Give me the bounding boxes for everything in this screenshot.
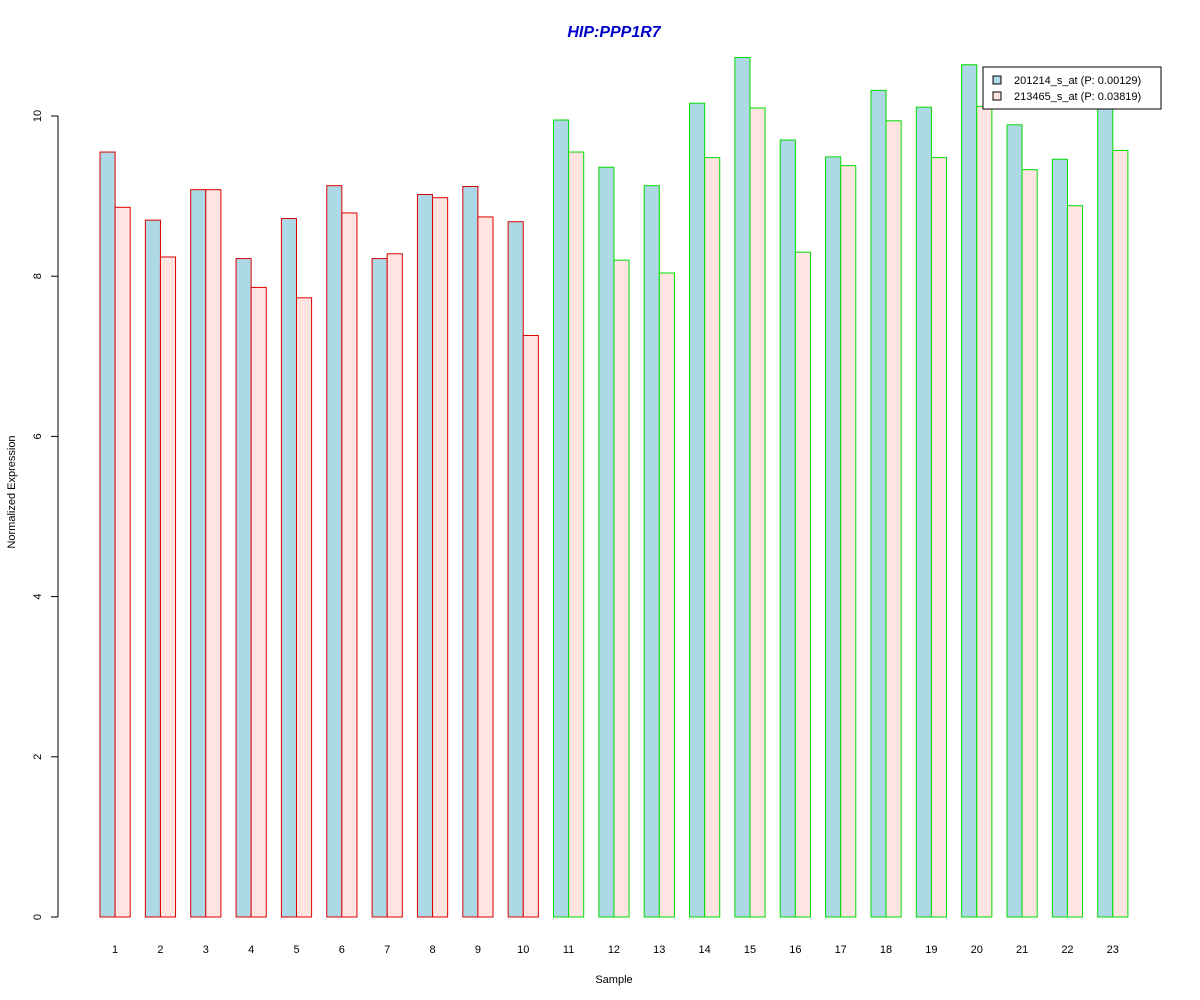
- x-tick-label: 11: [563, 944, 574, 956]
- bar-sample-13-series-1: [643, 185, 660, 918]
- x-tick-label: 4: [248, 944, 254, 956]
- legend-box: [982, 66, 1162, 110]
- legend-label-2: 213465_s_at (P: 0.03819): [1014, 91, 1141, 103]
- x-tick-label: 18: [880, 944, 892, 956]
- bar-sample-4-series-2: [250, 286, 267, 918]
- bar-sample-6-series-1: [326, 185, 343, 918]
- bar-sample-20-series-1: [961, 64, 978, 918]
- bar-sample-23-series-1: [1097, 105, 1114, 918]
- x-tick-label: 7: [384, 944, 390, 956]
- bar-sample-7-series-2: [386, 253, 403, 918]
- x-tick-label: 21: [1016, 944, 1028, 956]
- bar-sample-19-series-2: [930, 157, 948, 918]
- x-tick-label: 12: [608, 944, 620, 956]
- bar-sample-19-series-1: [915, 106, 932, 918]
- legend-label-1: 201214_s_at (P: 0.00129): [1014, 75, 1141, 87]
- x-tick-label: 22: [1061, 944, 1073, 956]
- legend-swatch-2: [992, 91, 1002, 101]
- x-tick-label: 8: [429, 944, 435, 956]
- y-axis-label: Normalized Expression: [6, 435, 18, 548]
- bar-sample-14-series-2: [704, 157, 721, 918]
- bar-sample-11-series-2: [568, 151, 585, 918]
- y-tick-label: 6: [32, 433, 44, 439]
- y-tick-label: 4: [32, 594, 44, 600]
- bar-sample-1-series-2: [114, 206, 131, 918]
- x-tick-label: 10: [517, 944, 529, 956]
- bar-sample-17-series-2: [840, 165, 857, 918]
- legend: 201214_s_at (P: 0.00129) 213465_s_at (P: …: [982, 66, 1162, 110]
- bar-sample-23-series-2: [1112, 149, 1129, 918]
- bar-sample-3-series-2: [205, 189, 222, 918]
- y-tick-label: 8: [32, 273, 44, 279]
- y-tick-label: 0: [32, 914, 44, 920]
- bar-sample-2-series-1: [144, 219, 161, 918]
- bar-sample-8-series-1: [416, 194, 434, 918]
- x-tick-label: 1: [112, 944, 118, 956]
- bar-sample-15-series-1: [734, 57, 751, 918]
- bar-sample-2-series-2: [159, 256, 177, 918]
- bar-sample-21-series-1: [1006, 124, 1023, 918]
- x-tick-label: 5: [293, 944, 299, 956]
- bar-sample-14-series-1: [689, 102, 706, 918]
- bar-sample-7-series-1: [371, 258, 388, 918]
- bar-sample-11-series-1: [553, 119, 570, 918]
- bar-sample-12-series-1: [598, 166, 615, 918]
- bar-sample-12-series-2: [613, 259, 630, 918]
- x-tick-label: 3: [203, 944, 209, 956]
- x-tick-label: 9: [475, 944, 481, 956]
- bar-sample-17-series-1: [825, 156, 842, 918]
- bar-sample-18-series-1: [870, 89, 887, 918]
- bar-sample-6-series-2: [341, 212, 358, 918]
- bar-sample-21-series-2: [1021, 169, 1038, 918]
- y-tick-label: 10: [32, 110, 44, 122]
- bar-sample-18-series-2: [885, 120, 902, 918]
- bar-sample-9-series-2: [477, 216, 494, 918]
- bar-sample-13-series-2: [658, 272, 675, 918]
- x-tick-label: 20: [971, 944, 983, 956]
- x-tick-label: 13: [653, 944, 665, 956]
- bar-sample-3-series-1: [190, 189, 207, 918]
- x-tick-label: 6: [339, 944, 345, 956]
- bar-sample-4-series-1: [235, 258, 252, 918]
- x-axis-label: Sample: [595, 974, 632, 986]
- bar-sample-5-series-1: [280, 218, 297, 918]
- bar-sample-22-series-2: [1066, 205, 1084, 918]
- x-tick-label: 14: [699, 944, 711, 956]
- bar-sample-15-series-2: [749, 107, 766, 918]
- bars-group: [99, 57, 1129, 918]
- bar-sample-22-series-1: [1051, 158, 1068, 918]
- bar-sample-1-series-1: [99, 151, 116, 918]
- bar-sample-9-series-1: [462, 185, 479, 918]
- bar-sample-10-series-1: [507, 221, 524, 918]
- x-tick-label: 16: [789, 944, 801, 956]
- bar-sample-16-series-2: [794, 251, 811, 918]
- x-tick-labels: 1 2 3 4 5 6 7 8 9 10 11 12 13 14 15 16 17 18 19 20 21 22 23: [112, 944, 1119, 956]
- x-tick-label: 23: [1107, 944, 1119, 956]
- bar-sample-5-series-2: [296, 297, 313, 918]
- x-tick-label: 15: [744, 944, 756, 956]
- bar-sample-8-series-2: [432, 197, 449, 918]
- bar-sample-20-series-2: [976, 105, 993, 918]
- bar-sample-10-series-2: [522, 334, 539, 918]
- y-axis: 0 2 4 6 8 10: [32, 110, 59, 920]
- bar-sample-16-series-1: [779, 139, 796, 918]
- y-tick-label: 2: [32, 754, 44, 760]
- x-tick-label: 17: [835, 944, 847, 956]
- x-tick-label: 2: [157, 944, 163, 956]
- x-tick-label: 19: [925, 944, 937, 956]
- legend-swatch-1: [992, 75, 1002, 85]
- chart-title: HIP:PPP1R7: [567, 24, 661, 41]
